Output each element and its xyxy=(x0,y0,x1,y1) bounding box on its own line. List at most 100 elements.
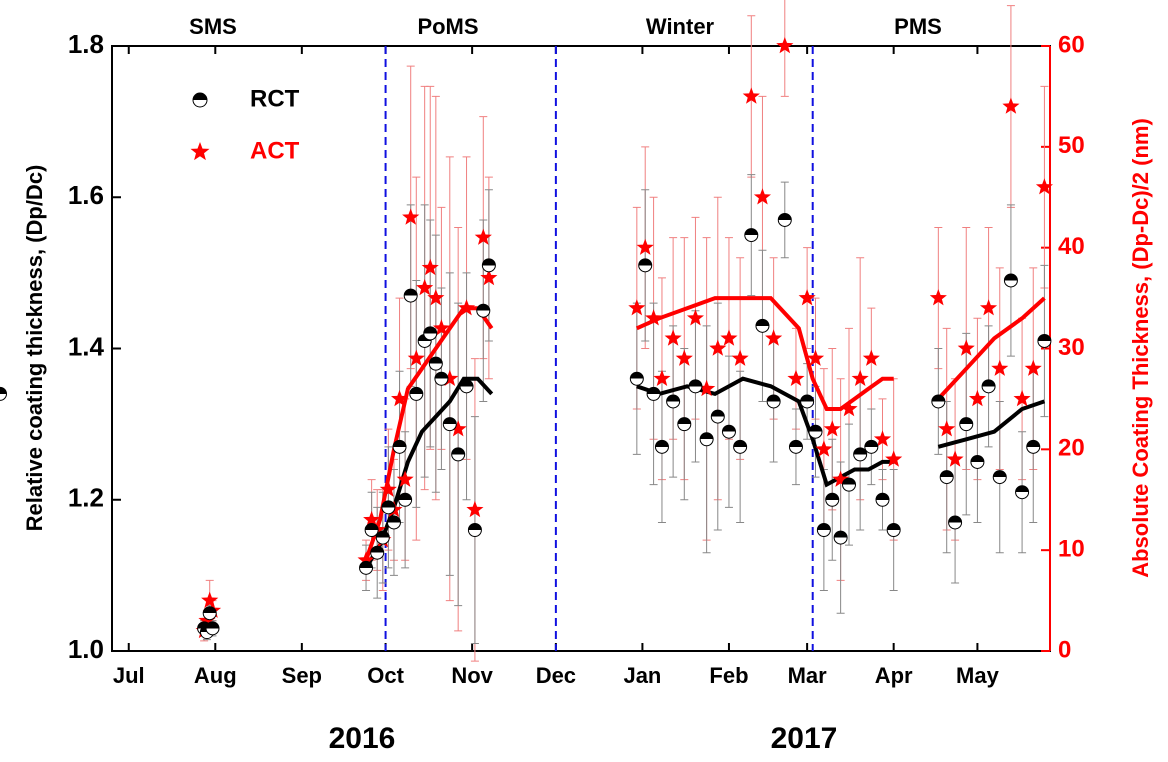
rct-point xyxy=(755,318,770,333)
act-point xyxy=(686,309,704,326)
act-point xyxy=(396,470,414,487)
rct-point xyxy=(409,386,424,401)
rct-point xyxy=(777,212,792,227)
act-point xyxy=(862,349,880,366)
rct-point xyxy=(833,530,848,545)
rct-point xyxy=(451,447,466,462)
rct-point xyxy=(386,515,401,530)
rct-point xyxy=(808,424,823,439)
x-tick-label: Aug xyxy=(194,663,237,688)
act-point xyxy=(449,420,467,437)
act-point xyxy=(421,258,439,276)
act-point xyxy=(753,188,771,205)
rct-point xyxy=(205,621,220,636)
x-tick-label: Mar xyxy=(788,663,828,688)
act-point xyxy=(416,279,434,296)
legend: RCT ACT xyxy=(190,85,300,164)
rct-point xyxy=(744,228,759,243)
act-point xyxy=(402,208,420,225)
rct-point xyxy=(202,606,217,621)
y2-axis-label: Absolute Coating Thickness, (Dp-Dc)/2 (n… xyxy=(1128,118,1153,578)
rct-point xyxy=(381,500,396,515)
act-point xyxy=(458,299,476,316)
act-point xyxy=(709,339,727,356)
x-tick-label: Jan xyxy=(623,663,661,688)
x-tick-label: Nov xyxy=(451,663,493,688)
act-point xyxy=(980,299,998,316)
rct-point xyxy=(875,492,890,507)
rct-point xyxy=(766,394,781,409)
rct-point xyxy=(428,356,443,371)
act-point xyxy=(885,450,903,467)
act-point xyxy=(357,551,375,568)
act-point xyxy=(823,420,841,437)
rct-point xyxy=(970,454,985,469)
act-point xyxy=(946,450,964,467)
act-point xyxy=(806,349,825,366)
rct-point xyxy=(476,303,491,318)
y-axis-label: Relative coating thickness, (Dp/Dc) xyxy=(22,165,47,532)
rct-point xyxy=(710,409,725,424)
act-point xyxy=(991,359,1009,376)
season-label: PoMS xyxy=(417,14,478,39)
act-point xyxy=(840,400,858,417)
act-point xyxy=(851,369,869,386)
x-tick-label: Oct xyxy=(367,663,404,688)
act-point xyxy=(957,339,975,356)
act-point xyxy=(815,440,833,457)
act-point xyxy=(1035,178,1053,195)
y2-tick-label: 40 xyxy=(1058,233,1085,260)
rct-point xyxy=(467,523,482,537)
rct-point xyxy=(688,379,703,394)
rct-point xyxy=(1003,273,1018,288)
act-point xyxy=(873,430,892,447)
x-tick-label: May xyxy=(956,663,1000,688)
rct-point xyxy=(788,439,803,454)
act-point xyxy=(198,611,216,628)
rct-point xyxy=(646,386,661,401)
act-point xyxy=(698,379,716,397)
act-point xyxy=(466,500,484,518)
season-label: PMS xyxy=(894,14,942,39)
rct-point xyxy=(800,394,815,409)
season-label: SMS xyxy=(189,14,237,39)
rct-point xyxy=(459,379,474,394)
y2-tick-label: 10 xyxy=(1058,536,1085,563)
act-point xyxy=(636,238,654,255)
act-point xyxy=(407,349,425,366)
act-point xyxy=(968,389,986,407)
act-point xyxy=(363,510,381,528)
y2-tick-label: 20 xyxy=(1058,435,1085,462)
x-tick-label: Feb xyxy=(709,663,748,688)
act-point xyxy=(1024,359,1042,376)
rct-point xyxy=(1026,439,1041,454)
rct-point xyxy=(654,439,669,454)
legend-marker xyxy=(192,92,208,108)
rct-point xyxy=(370,545,385,560)
rct-point xyxy=(853,447,868,462)
rct-point xyxy=(677,417,692,432)
rct-point xyxy=(481,258,496,273)
act-point xyxy=(938,420,956,437)
rct-point xyxy=(959,417,974,432)
act-point xyxy=(731,349,749,366)
y2-tick-label: 50 xyxy=(1058,132,1085,159)
rct-point xyxy=(864,439,879,454)
y2-tick-label: 60 xyxy=(1058,31,1085,58)
rct-point xyxy=(816,523,831,537)
act-point xyxy=(480,268,498,286)
legend-label: RCT xyxy=(250,85,300,112)
rct-point xyxy=(0,386,7,401)
act-point xyxy=(201,591,219,608)
rct-point xyxy=(392,439,407,454)
year-label: 2017 xyxy=(771,722,838,755)
act-point xyxy=(653,369,671,386)
rct-point xyxy=(375,530,390,545)
act-point xyxy=(776,37,794,54)
y-tick-label: 1.4 xyxy=(68,331,105,361)
year-label: 2016 xyxy=(329,722,396,755)
act-point xyxy=(765,329,783,346)
rct-point xyxy=(992,470,1007,485)
rct-point xyxy=(364,523,379,537)
act-point xyxy=(441,369,459,386)
